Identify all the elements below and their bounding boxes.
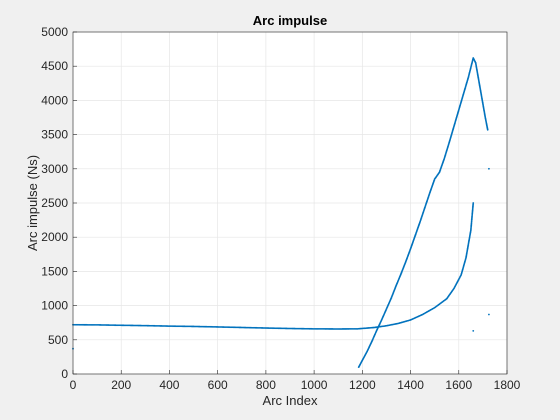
y-tick-label: 4500 xyxy=(41,59,68,73)
markers xyxy=(72,57,490,369)
data-point xyxy=(472,202,475,204)
y-tick-label: 5000 xyxy=(41,25,68,39)
y-tick-label: 2000 xyxy=(41,230,68,244)
data-point xyxy=(488,313,490,316)
data-point xyxy=(488,167,490,170)
x-tick-label: 1200 xyxy=(349,378,376,392)
x-tick-label: 1400 xyxy=(397,378,424,392)
y-ticks: 0 500 1000 1500 2000 2500 3000 3500 4000 4500 5000 xyxy=(41,25,77,381)
x-tick-label: 400 xyxy=(159,378,179,392)
y-tick-label: 1500 xyxy=(41,264,68,278)
data-point xyxy=(486,128,489,131)
y-tick-label: 0 xyxy=(61,367,68,381)
x-ticks: 0 200 400 600 800 1000 1200 1400 1600 1800 xyxy=(70,370,521,392)
x-tick-label: 1000 xyxy=(301,378,328,392)
y-tick-label: 1000 xyxy=(41,299,68,313)
y-tick-label: 4000 xyxy=(41,93,68,107)
y-tick-label: 500 xyxy=(48,333,68,347)
x-tick-label: 1600 xyxy=(445,378,472,392)
y-tick-label: 3000 xyxy=(41,162,68,176)
x-tick-label: 200 xyxy=(111,378,131,392)
y-tick-label: 3500 xyxy=(41,128,68,142)
x-tick-label: 800 xyxy=(256,378,276,392)
x-tick-label: 600 xyxy=(208,378,228,392)
x-tick-label: 1800 xyxy=(494,378,521,392)
chart-title: Arc impulse xyxy=(253,13,327,28)
x-axis-label: Arc Index xyxy=(263,393,318,408)
y-axis-label: Arc impulse (Ns) xyxy=(25,155,40,251)
data-point xyxy=(472,330,475,332)
x-tick-label: 0 xyxy=(70,378,77,392)
y-tick-label: 2500 xyxy=(41,196,68,210)
